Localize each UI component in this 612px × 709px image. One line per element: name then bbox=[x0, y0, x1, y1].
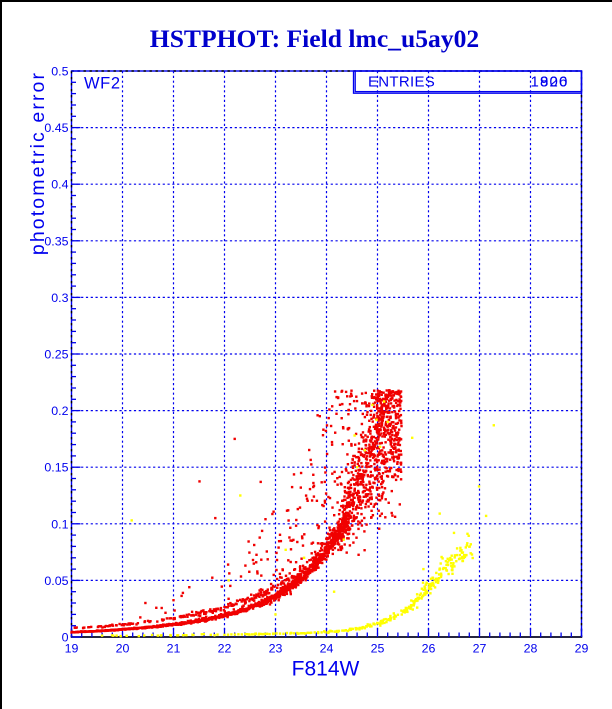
svg-text:20: 20 bbox=[116, 642, 130, 656]
svg-text:0.25: 0.25 bbox=[44, 348, 68, 362]
svg-text:HSTPHOT: Field lmc_u5ay02: HSTPHOT: Field lmc_u5ay02 bbox=[150, 24, 479, 53]
svg-text:1: 1 bbox=[531, 74, 539, 91]
svg-text:24: 24 bbox=[320, 642, 334, 656]
svg-text:29: 29 bbox=[575, 642, 589, 656]
svg-text:0.5: 0.5 bbox=[51, 65, 68, 79]
svg-text:21: 21 bbox=[167, 642, 181, 656]
svg-text:28: 28 bbox=[524, 642, 538, 656]
svg-text:0.35: 0.35 bbox=[44, 234, 68, 248]
svg-text:0.3: 0.3 bbox=[51, 291, 68, 305]
svg-text:26: 26 bbox=[422, 642, 436, 656]
svg-text:22: 22 bbox=[218, 642, 232, 656]
svg-text:0.15: 0.15 bbox=[44, 461, 68, 475]
svg-text:photometric error: photometric error bbox=[27, 71, 49, 255]
svg-text:ENTRIES: ENTRIES bbox=[368, 74, 435, 91]
svg-text:19: 19 bbox=[65, 642, 79, 656]
svg-text:WF2: WF2 bbox=[84, 75, 121, 93]
svg-text:6: 6 bbox=[559, 74, 567, 91]
svg-text:0.05: 0.05 bbox=[44, 574, 68, 588]
svg-text:0: 0 bbox=[550, 74, 558, 91]
svg-text:F814W: F814W bbox=[292, 658, 360, 681]
svg-text:0.2: 0.2 bbox=[51, 404, 68, 418]
svg-text:2: 2 bbox=[550, 74, 558, 91]
svg-text:8: 8 bbox=[540, 74, 548, 91]
svg-text:9: 9 bbox=[540, 74, 548, 91]
svg-text:25: 25 bbox=[371, 642, 385, 656]
svg-text:0.45: 0.45 bbox=[44, 121, 68, 135]
svg-text:27: 27 bbox=[473, 642, 487, 656]
svg-text:23: 23 bbox=[269, 642, 283, 656]
svg-text:0: 0 bbox=[62, 631, 69, 645]
svg-text:0: 0 bbox=[559, 74, 567, 91]
svg-text:0.1: 0.1 bbox=[51, 517, 68, 531]
svg-text:0.4: 0.4 bbox=[51, 178, 68, 192]
